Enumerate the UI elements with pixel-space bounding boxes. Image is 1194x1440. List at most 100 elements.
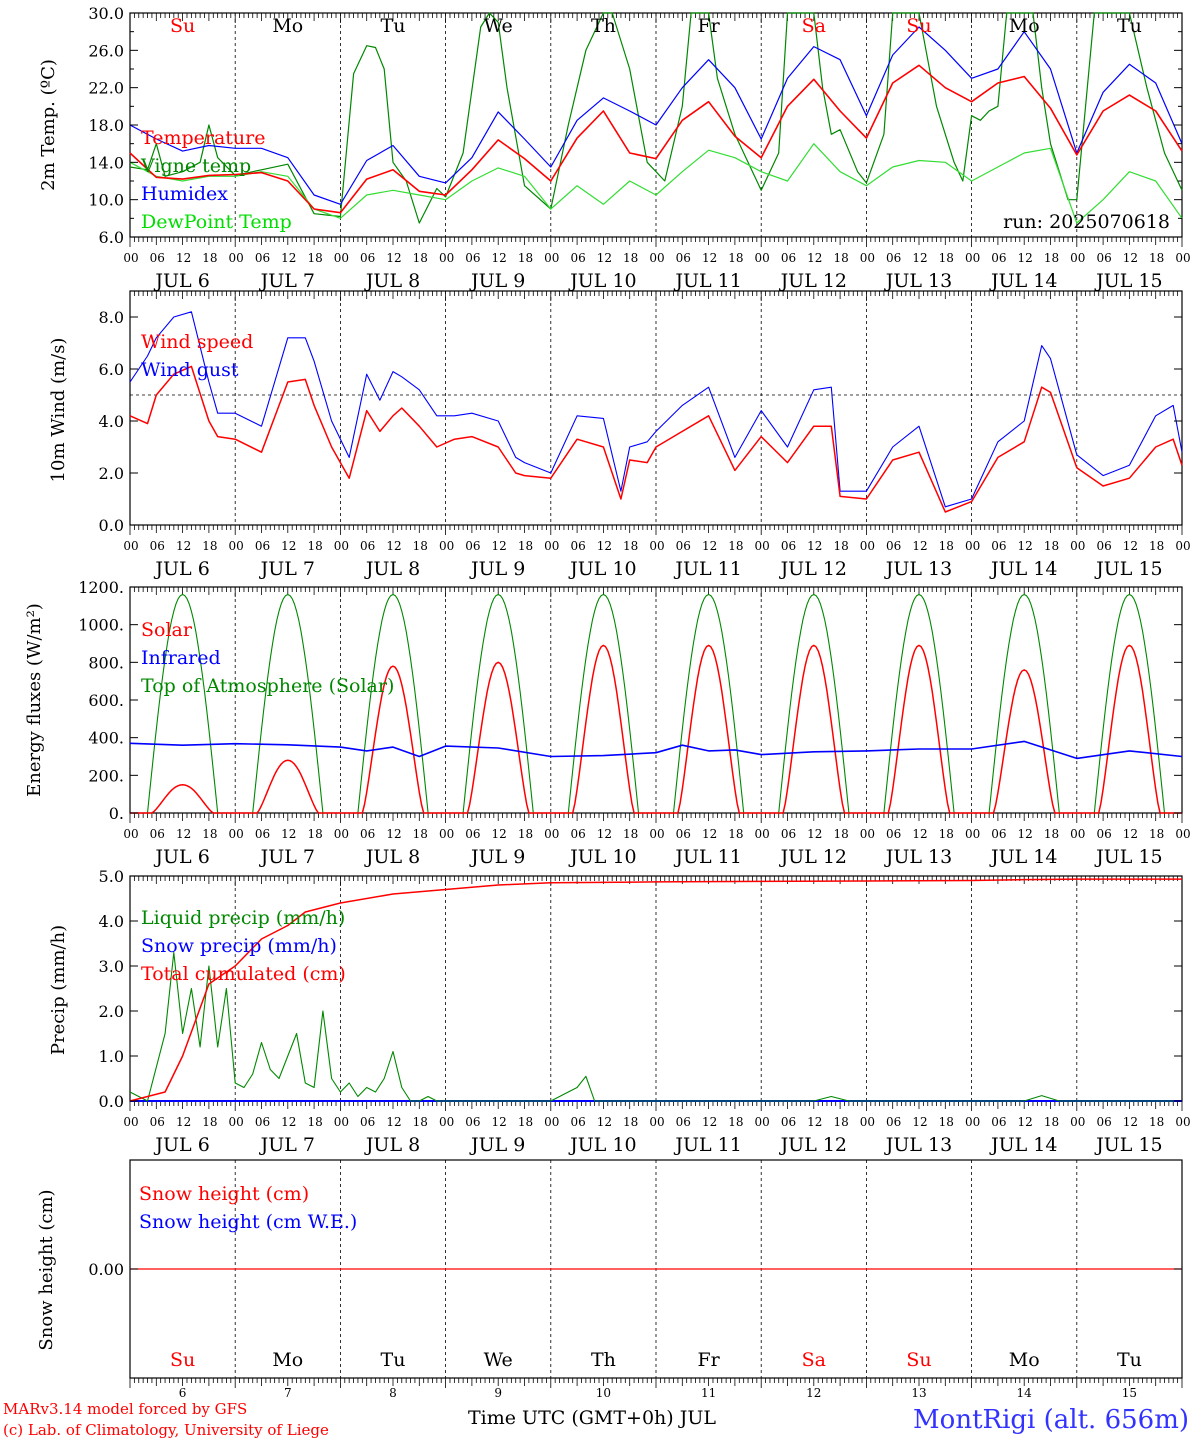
y-tick-label: 30.0 [88,4,124,23]
series-line-solar [130,644,1182,814]
hour-label: 00 [229,539,244,553]
snow-axis-label: Snow height (cm) [36,1189,57,1350]
date-label: JUL 15 [1094,270,1162,292]
wind-top-ticks [129,291,1183,301]
hour-label: 12 [912,251,927,265]
date-label: JUL 11 [673,270,741,292]
series-line-total-cumulated [129,878,1182,1102]
weekday-label: Su [906,15,931,37]
hour-label: 12 [176,251,191,265]
y-tick-label: 5.0 [99,867,124,886]
energy-grid [234,587,1078,813]
day-number-label: 12 [806,1386,821,1400]
hour-label: 12 [281,539,296,553]
date-labels-temp: JUL 6 JUL 7 JUL 8 JUL 9 JUL 10 JUL 11 JUL 12 JU… [153,270,1162,292]
hour-label: 00 [1175,827,1190,841]
hour-label: 00 [439,539,454,553]
day-number-label: 6 [179,1386,187,1400]
hour-label: 06 [150,539,165,553]
hour-label: 18 [728,827,743,841]
date-label: JUL 12 [779,270,847,292]
series-line-temperature [129,64,1183,214]
hour-label: 18 [939,827,954,841]
energy-axis-label: Energy fluxes (W/m²) [24,603,45,797]
hour-label: 06 [886,539,901,553]
y-tick-label: 22.0 [88,79,124,98]
hour-label: 00 [1070,1115,1085,1129]
hour-labels-wind: 00 06 12 18 00 06 12 18 00 06 12 18 00 06 12 18 00 06 12 18… [123,539,1190,553]
date-label: JUL 13 [884,846,952,868]
legend-dewpoint-temp: DewPoint Temp [141,211,292,233]
hour-label: 06 [781,539,796,553]
hour-label: 18 [413,1115,428,1129]
date-label: JUL 14 [989,846,1057,868]
date-label: JUL 12 [779,1134,847,1156]
legend-solar: Solar [141,619,193,641]
hour-label: 18 [1044,539,1059,553]
day-number-labels: 6 7 8 9 10 11 12 13 14 15 [179,1386,1137,1400]
y-tick-label: 200. [88,766,124,785]
hour-label: 06 [255,539,270,553]
date-label: JUL 7 [259,270,315,292]
hour-labels-precip: 00 06 12 18 00 06 12 18 00 06 12 18 00 06 12 18 00 06 12 18… [123,1115,1190,1129]
series-line-wind-gust [129,311,1183,508]
hour-label: 12 [281,827,296,841]
hour-label: 00 [755,539,770,553]
date-label: JUL 10 [568,270,636,292]
wind-ticks [129,525,1183,535]
hour-label: 06 [1096,539,1111,553]
series-line-humidex [129,26,1183,205]
hour-label: 06 [1096,251,1111,265]
hour-label: 00 [544,539,559,553]
date-label: JUL 12 [779,558,847,580]
hour-label: 00 [860,827,875,841]
hour-label: 18 [202,1115,217,1129]
day-number-label: 7 [284,1386,292,1400]
legend-toa-solar: Top of Atmosphere (Solar) [141,675,394,697]
hour-label: 06 [360,539,375,553]
date-label: JUL 9 [469,1134,525,1156]
hour-label: 18 [413,827,428,841]
y-tick-label: 800. [88,653,124,672]
weekday-label: Tu [1117,15,1142,37]
snow-bottom-ticks [129,1378,1183,1388]
hour-label: 00 [1070,827,1085,841]
hour-label: 18 [1044,827,1059,841]
hour-label: 12 [1123,827,1138,841]
y-tick-label: 18.0 [88,116,124,135]
hour-label: 18 [833,1115,848,1129]
time-axis-label: Time UTC (GMT+0h) JUL [468,1407,716,1429]
y-tick-label: 1.0 [99,1047,124,1066]
date-label: JUL 9 [469,270,525,292]
y-tick-label: 6.0 [99,360,124,379]
y-tick-label: 4.0 [99,912,124,931]
date-label: JUL 9 [469,846,525,868]
hour-label: 00 [334,1115,349,1129]
y-tick-label: 0. [109,804,124,823]
y-tick-label: 10.0 [88,191,124,210]
hour-label: 06 [676,251,691,265]
hour-label: 00 [649,827,664,841]
hour-label: 18 [413,539,428,553]
hour-label: 00 [649,1115,664,1129]
weekday-label: Mo [272,1349,303,1371]
hour-label: 12 [1123,1115,1138,1129]
y-tick-label: 0.0 [99,516,124,535]
date-label: JUL 8 [364,270,420,292]
hour-label: 06 [465,251,480,265]
hour-label: 06 [991,1115,1006,1129]
day-number-label: 15 [1122,1386,1137,1400]
hour-label: 00 [965,827,980,841]
weekday-label: We [484,1349,513,1371]
y-tick-label: 2.0 [99,1002,124,1021]
hour-label: 06 [991,827,1006,841]
hour-label: 12 [281,251,296,265]
temperature-series [129,12,1183,224]
hour-label: 06 [676,827,691,841]
hour-label: 00 [1175,251,1190,265]
hour-label: 00 [439,827,454,841]
hour-label: 12 [176,1115,191,1129]
hour-label: 12 [702,1115,717,1129]
hour-label: 18 [202,827,217,841]
hour-label: 12 [386,827,401,841]
